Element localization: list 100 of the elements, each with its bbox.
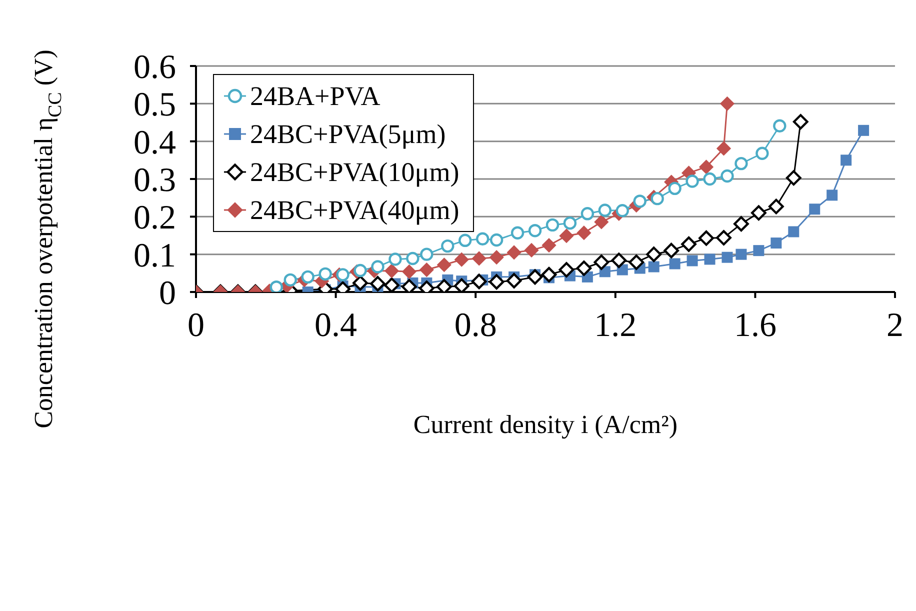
point [669, 258, 680, 270]
point [681, 236, 696, 252]
point [558, 262, 574, 278]
point [716, 141, 731, 156]
point [384, 278, 400, 292]
x-tick-label: 0 [188, 307, 204, 344]
point [472, 251, 486, 266]
point [506, 245, 522, 260]
point [716, 230, 732, 246]
point [704, 254, 716, 265]
point [420, 262, 434, 277]
point [616, 204, 629, 218]
point [686, 255, 698, 266]
point [371, 260, 384, 274]
point [441, 239, 454, 253]
point [527, 269, 543, 285]
y-tick-label: 0.5 [134, 86, 176, 124]
x-tick-label: 1.6 [734, 307, 776, 344]
x-axis-title: Current density i (A/cm²) [413, 410, 678, 439]
point [318, 267, 332, 281]
point [768, 198, 784, 214]
x-tick-label: 0.4 [314, 307, 358, 344]
point [611, 252, 627, 268]
point [720, 96, 734, 111]
point [489, 250, 504, 264]
point [352, 275, 368, 291]
point [476, 232, 490, 246]
y-tick-label: 0.3 [134, 162, 176, 200]
point [858, 124, 870, 136]
point [420, 248, 434, 261]
point [384, 264, 399, 278]
point [648, 261, 660, 272]
point [699, 160, 714, 174]
point [686, 174, 699, 188]
point [580, 207, 594, 220]
point [809, 204, 820, 215]
point [722, 252, 733, 263]
point [792, 114, 808, 130]
point [773, 119, 786, 132]
point [546, 218, 560, 232]
point [598, 204, 612, 217]
point [650, 192, 664, 206]
point [336, 268, 350, 282]
point [506, 273, 522, 288]
point [594, 214, 609, 230]
point [354, 264, 367, 278]
point [454, 252, 469, 267]
y-tick-label: 0.6 [134, 49, 176, 86]
point [734, 216, 749, 232]
point [720, 169, 734, 183]
point [703, 172, 716, 186]
point [786, 170, 802, 186]
x-tick-label: 1.2 [594, 307, 637, 344]
point [284, 273, 297, 287]
point [633, 194, 646, 208]
point [736, 248, 747, 260]
point [840, 154, 852, 166]
point [436, 279, 452, 292]
point [528, 224, 542, 238]
point [559, 228, 574, 243]
point [698, 230, 714, 246]
point [406, 252, 420, 266]
point [471, 274, 487, 290]
y-tick-label: 0.2 [134, 200, 176, 237]
point [458, 234, 472, 247]
point [594, 254, 610, 270]
point [770, 238, 782, 249]
y-tick-label: 0.1 [134, 237, 176, 274]
point [524, 243, 539, 258]
legend-label: 24BC+PVA(10μm) [250, 156, 460, 189]
point [668, 182, 682, 196]
point [563, 216, 577, 230]
point [788, 226, 800, 238]
point [437, 258, 452, 272]
point [301, 270, 314, 284]
y-tick-label: 0.4 [134, 124, 176, 162]
x-tick-label: 2 [886, 307, 904, 344]
point [402, 264, 416, 279]
point [756, 146, 769, 160]
point [664, 242, 680, 258]
point [490, 233, 504, 247]
point [628, 254, 644, 270]
point [734, 156, 748, 170]
legend-label: 24BA+PVA [250, 80, 380, 113]
point [542, 238, 556, 252]
point [401, 279, 417, 292]
point [270, 280, 283, 292]
point [646, 246, 662, 262]
point [576, 260, 592, 276]
point [370, 276, 386, 292]
point [510, 226, 524, 240]
point [541, 266, 557, 282]
y-tick-label: 0 [159, 275, 176, 312]
point [826, 190, 838, 201]
point [388, 252, 402, 266]
point [753, 245, 764, 256]
point [454, 278, 470, 292]
point [750, 205, 766, 221]
point [488, 274, 504, 290]
x-tick-label: 0.8 [454, 307, 497, 344]
